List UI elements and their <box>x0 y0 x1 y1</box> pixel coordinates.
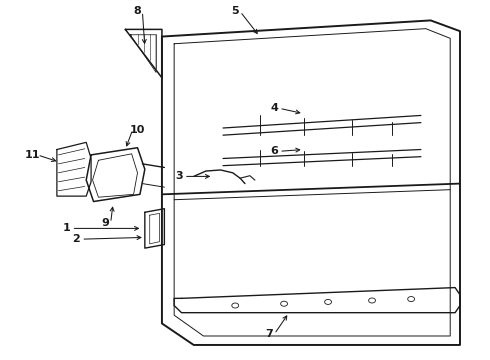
Text: 1: 1 <box>63 224 71 233</box>
Text: 4: 4 <box>270 103 278 113</box>
Text: 10: 10 <box>130 125 145 135</box>
Text: 6: 6 <box>270 146 278 156</box>
Text: 5: 5 <box>231 6 239 17</box>
Text: 9: 9 <box>102 218 110 228</box>
Text: 3: 3 <box>175 171 183 181</box>
Text: 2: 2 <box>73 234 80 244</box>
Text: 7: 7 <box>266 329 273 339</box>
Text: 8: 8 <box>134 6 142 17</box>
Text: 11: 11 <box>24 150 40 160</box>
